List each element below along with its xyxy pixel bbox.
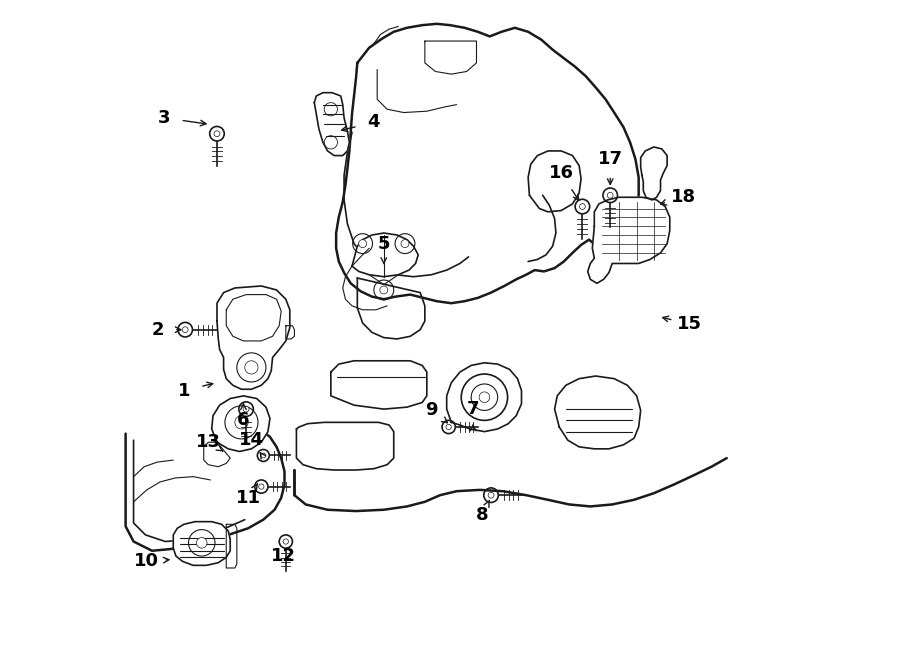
Text: 10: 10	[134, 552, 159, 571]
Circle shape	[446, 424, 451, 430]
Polygon shape	[174, 522, 230, 565]
Circle shape	[608, 193, 613, 198]
Text: 13: 13	[196, 433, 220, 451]
Text: 14: 14	[238, 431, 264, 449]
Circle shape	[196, 538, 207, 548]
Circle shape	[284, 539, 289, 544]
Circle shape	[261, 453, 266, 458]
Polygon shape	[641, 147, 667, 200]
Circle shape	[214, 131, 220, 136]
Text: 5: 5	[378, 234, 390, 253]
Circle shape	[380, 286, 388, 294]
Circle shape	[401, 240, 409, 248]
Circle shape	[358, 240, 366, 248]
Text: 4: 4	[367, 113, 380, 132]
Circle shape	[258, 484, 264, 489]
Text: 6: 6	[238, 411, 249, 430]
Text: 3: 3	[158, 109, 170, 127]
Text: 1: 1	[177, 381, 190, 400]
Circle shape	[479, 392, 490, 402]
Polygon shape	[314, 93, 349, 156]
Text: 9: 9	[425, 401, 437, 420]
Polygon shape	[352, 233, 419, 277]
Text: 11: 11	[236, 489, 261, 507]
Text: 8: 8	[475, 506, 488, 524]
Polygon shape	[212, 396, 270, 451]
Polygon shape	[336, 24, 639, 303]
Text: 15: 15	[677, 315, 702, 334]
Polygon shape	[446, 363, 521, 432]
Text: 7: 7	[467, 400, 480, 418]
Text: 12: 12	[271, 547, 296, 565]
Text: 16: 16	[549, 164, 573, 183]
Circle shape	[243, 406, 249, 412]
Circle shape	[183, 327, 188, 332]
Text: 18: 18	[670, 188, 696, 207]
Text: 17: 17	[598, 150, 623, 168]
Polygon shape	[588, 197, 670, 283]
Text: 2: 2	[151, 320, 164, 339]
Polygon shape	[217, 286, 290, 389]
Circle shape	[580, 204, 585, 209]
Circle shape	[488, 493, 494, 498]
Circle shape	[235, 416, 248, 429]
